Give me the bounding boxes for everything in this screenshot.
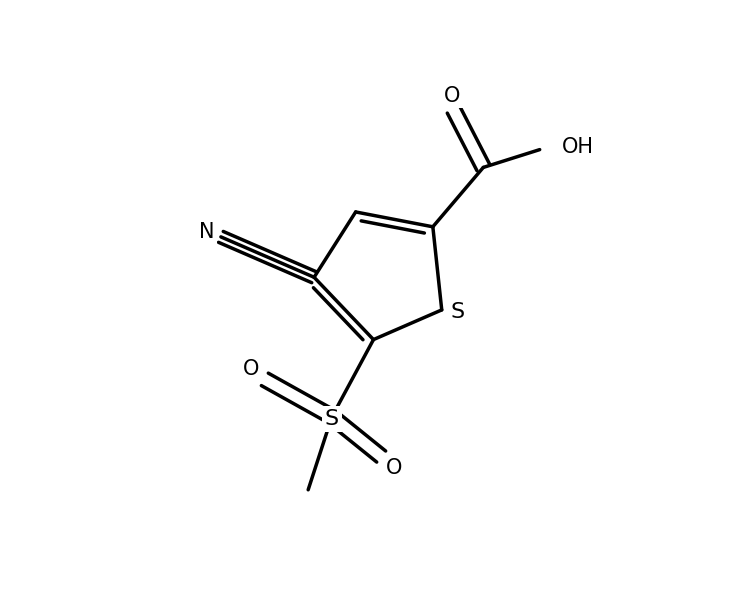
Text: O: O [445,85,461,105]
Text: O: O [242,359,259,379]
Text: O: O [386,458,402,479]
Text: S: S [325,409,339,429]
Text: N: N [199,222,214,242]
Text: OH: OH [562,137,594,157]
Text: S: S [450,302,465,322]
